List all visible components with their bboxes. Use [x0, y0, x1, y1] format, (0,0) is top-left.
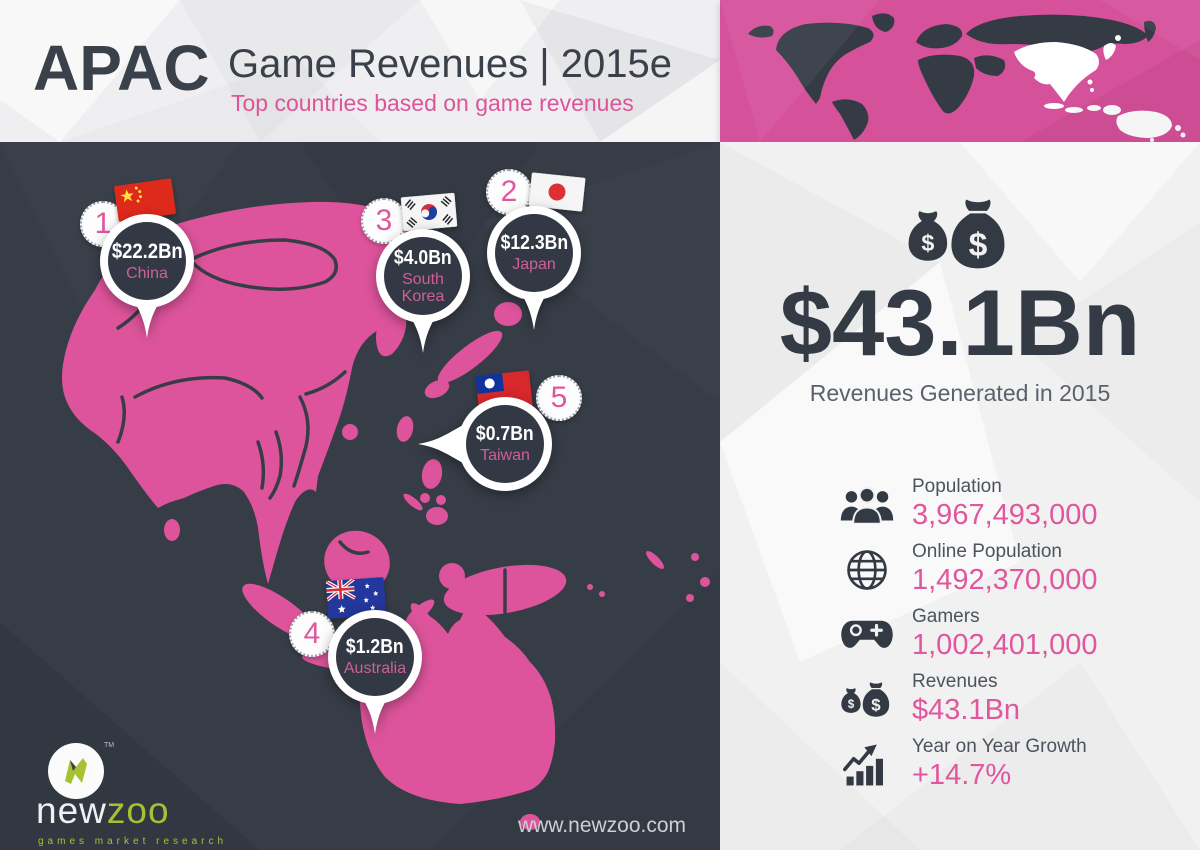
pin-value: $0.7Bn	[476, 423, 534, 446]
pin-value: $12.3Bn	[500, 232, 568, 255]
logo-part-zoo: zoo	[106, 790, 170, 831]
stat-value: 1,492,370,000	[912, 564, 1098, 597]
world-map-banner	[720, 0, 1200, 142]
region-label: APAC	[33, 32, 210, 104]
pin-value: $4.0Bn	[394, 246, 452, 269]
globe-icon	[834, 548, 900, 592]
summary-panel: $ $ $43.1Bn Revenues Generated in 2015	[720, 142, 1200, 850]
summary-facet-pattern	[720, 142, 1200, 662]
banner-facet-pattern	[720, 0, 1200, 142]
page-subtitle: Top countries based on game revenues	[231, 90, 634, 116]
svg-text:$: $	[871, 695, 881, 714]
money-bags-icon: $ $	[904, 190, 1016, 280]
stat-label: Revenues	[912, 671, 998, 693]
australia-flag-icon	[325, 577, 387, 619]
japan-flag-icon	[528, 172, 586, 212]
stat-label: Online Population	[912, 541, 1062, 563]
total-revenue-value: $43.1Bn	[779, 270, 1141, 375]
stat-value: $43.1Bn	[912, 694, 1021, 727]
map-pin-south-korea: $4.0Bn South Korea	[376, 229, 470, 353]
pin-value: $1.2Bn	[346, 636, 404, 659]
svg-text:$: $	[921, 230, 934, 256]
stat-label: Year on Year Growth	[912, 736, 1087, 758]
newzoo-wordmark: newzoo	[36, 792, 170, 829]
stat-value: 1,002,401,000	[912, 629, 1098, 662]
stat-row-growth: Year on Year Growth +14.7%	[834, 732, 1184, 797]
svg-text:$: $	[848, 698, 855, 711]
stat-value: 3,967,493,000	[912, 499, 1098, 532]
world-map-icon	[748, 13, 1186, 142]
china-flag-icon	[113, 178, 177, 222]
gamepad-icon	[834, 618, 900, 652]
stat-row-gamers: Gamers 1,002,401,000	[834, 602, 1184, 667]
pin-value: $22.2Bn	[111, 239, 183, 263]
stat-row-online-population: Online Population 1,492,370,000	[834, 537, 1184, 602]
map-pin-australia: $1.2Bn Australia	[328, 610, 422, 734]
stat-label: Population	[912, 476, 1002, 498]
stat-row-population: Population 3,967,493,000	[834, 472, 1184, 537]
rank-badge-taiwan: 5	[536, 375, 582, 421]
pin-country: Japan	[512, 256, 556, 274]
page-title: Game Revenues | 2015e	[228, 42, 673, 86]
pin-country: Taiwan	[480, 447, 530, 465]
total-revenue-caption: Revenues Generated in 2015	[809, 380, 1111, 406]
stat-value: +14.7%	[912, 759, 1012, 792]
pin-country: Australia	[343, 660, 407, 678]
pin-country: China	[126, 264, 168, 282]
map-pin-taiwan: $0.7Bn Taiwan	[418, 397, 552, 491]
map-panel: 1 2 3 4 5	[0, 142, 720, 850]
south-korea-flag-icon	[400, 192, 458, 232]
map-pin-japan: $12.3Bn Japan	[487, 206, 581, 330]
pin-country: South Korea	[401, 270, 445, 305]
growth-icon	[834, 744, 900, 786]
header-facet-pattern	[0, 0, 720, 142]
svg-text:$: $	[969, 226, 988, 264]
map-pin-china: $22.2Bn China	[100, 214, 194, 338]
trademark-label: TM	[104, 742, 115, 749]
logo-tagline: games market research	[38, 836, 228, 847]
stats-list: Population 3,967,493,000 Online Populati…	[834, 472, 1184, 797]
money-bags-icon: $ $	[834, 678, 900, 722]
stat-label: Gamers	[912, 606, 980, 628]
logo-part-new: new	[36, 790, 107, 831]
population-icon	[834, 486, 900, 524]
website-link[interactable]: www.newzoo.com	[517, 814, 687, 837]
header: APAC Game Revenues | 2015e Top countries…	[0, 0, 720, 142]
newzoo-logo-icon	[48, 743, 104, 799]
stat-row-revenues: $ $ Revenues $43.1Bn	[834, 667, 1184, 732]
